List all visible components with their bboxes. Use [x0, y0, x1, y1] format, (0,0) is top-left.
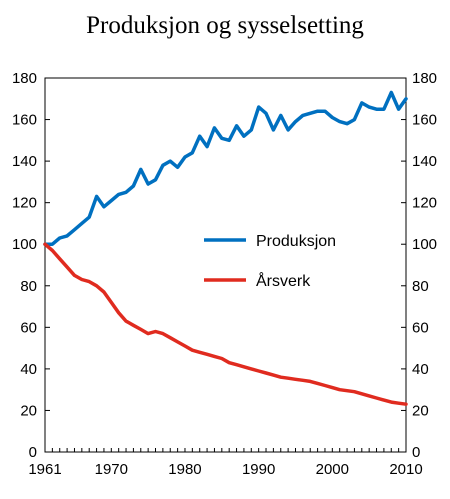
right-y-tick-label: 0: [412, 444, 420, 461]
right-y-tick-label: 160: [412, 112, 437, 129]
legend: Produksjon Årsverk: [204, 233, 336, 290]
right-y-tick-label: 140: [412, 153, 437, 170]
left-y-tick-label: 120: [12, 195, 37, 212]
legend-label: Produksjon: [256, 233, 336, 250]
right-y-tick-label: 120: [412, 195, 437, 212]
left-y-tick-label: 100: [12, 236, 37, 253]
right-y-tick-label: 20: [412, 402, 429, 419]
plot-frame: [44, 77, 407, 453]
x-tick-label: 1990: [242, 461, 275, 478]
x-tick-label: 1970: [95, 461, 128, 478]
left-y-axis: 0 20 40 60 80 100 120 140 160 180: [12, 70, 50, 461]
left-y-tick-label: 60: [20, 319, 37, 336]
right-y-tick-label: 180: [412, 70, 437, 87]
series-lines: [43, 90, 408, 406]
left-y-tick-label: 0: [29, 444, 37, 461]
right-y-tick-label: 80: [412, 278, 429, 295]
right-y-tick-label: 40: [412, 361, 429, 378]
left-y-tick-label: 20: [20, 402, 37, 419]
left-y-tick-label: 160: [12, 112, 37, 129]
x-axis: 1961 1970 1980 1990 2000 2010: [28, 448, 423, 478]
x-tick-label: 1961: [28, 461, 61, 478]
left-y-tick-label: 80: [20, 278, 37, 295]
right-y-tick-label: 100: [412, 236, 437, 253]
left-y-tick-label: 140: [12, 153, 37, 170]
x-tick-label: 1980: [168, 461, 201, 478]
right-y-axis: 0 20 40 60 80 100 120 140 160 180: [401, 70, 437, 461]
legend-label: Årsverk: [256, 271, 311, 290]
left-y-tick-label: 180: [12, 70, 37, 87]
x-tick-label: 2010: [389, 461, 422, 478]
series-line--rsverk: [43, 242, 408, 406]
right-y-tick-label: 60: [412, 319, 429, 336]
series-line-produksjon: [43, 90, 408, 246]
x-tick-label: 2000: [316, 461, 349, 478]
left-y-tick-label: 40: [20, 361, 37, 378]
chart-title: Produksjon og sysselsetting: [86, 12, 364, 39]
